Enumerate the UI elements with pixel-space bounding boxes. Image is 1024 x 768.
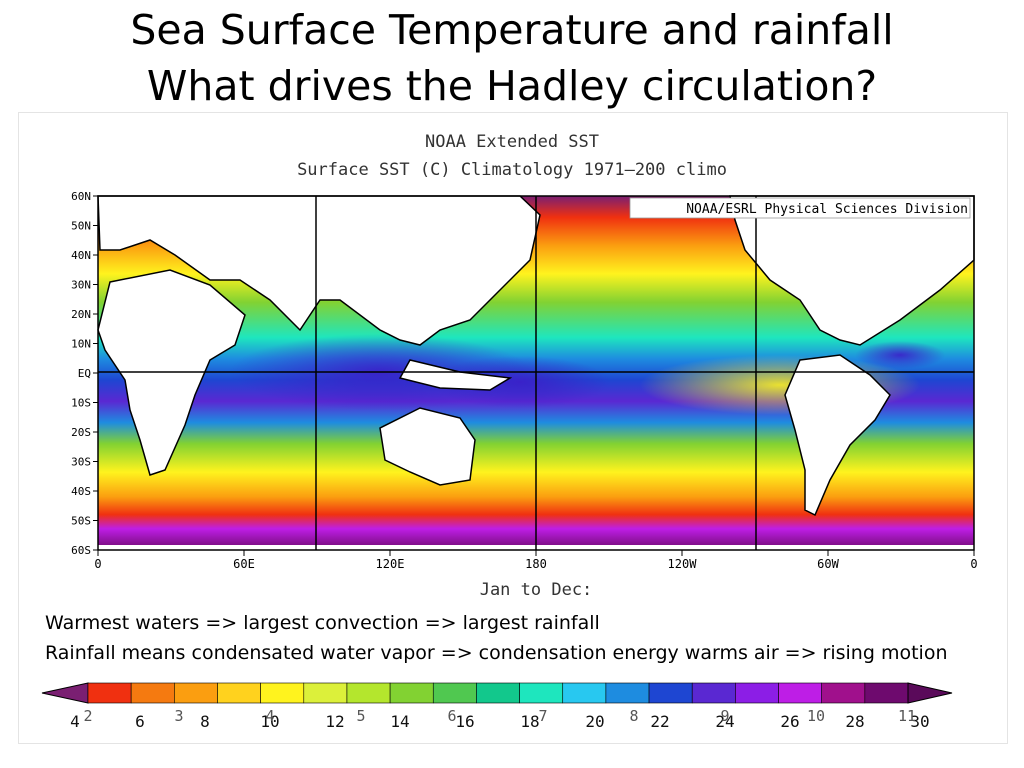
explanation-line1: Warmest waters => largest convection => … <box>45 612 600 634</box>
map-title-line2: Surface SST (C) Climatology 1971—200 cli… <box>297 160 727 180</box>
slide-title-line1: Sea Surface Temperature and rainfall <box>130 6 894 54</box>
map-title-line1: NOAA Extended SST <box>425 132 599 152</box>
slide-title-line2: What drives the Hadley circulation? <box>146 62 878 110</box>
explanation-line2: Rainfall means condensated water vapor =… <box>45 642 948 664</box>
slide-title: Sea Surface Temperature and rainfall Wha… <box>0 2 1024 114</box>
